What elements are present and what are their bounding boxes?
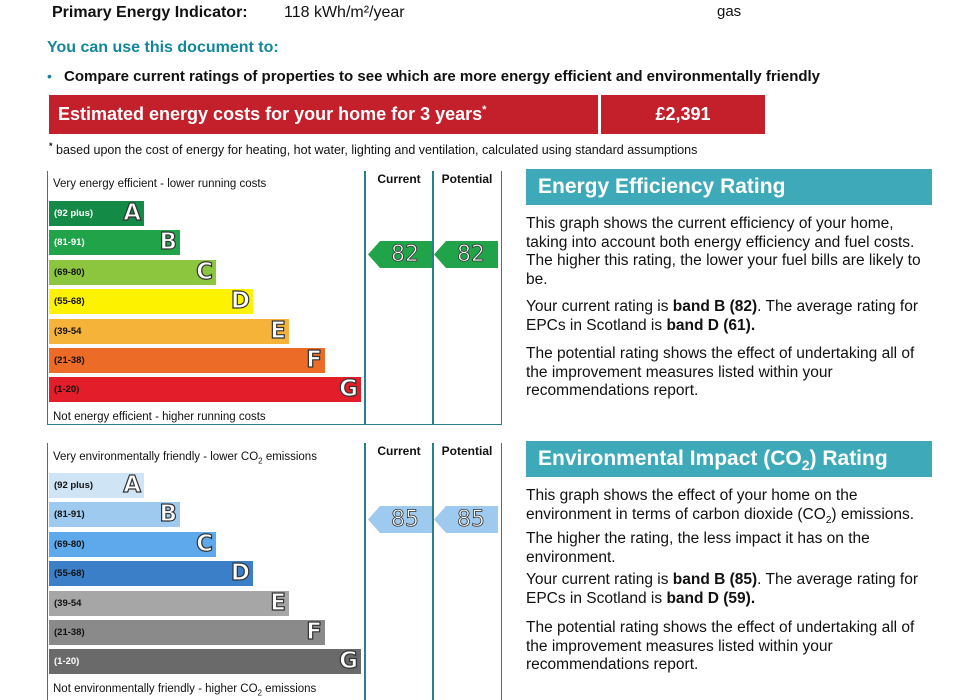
energy-chart-frame <box>47 171 502 425</box>
energy-rating-paragraph-3: The potential rating shows the effect of… <box>526 345 915 399</box>
env-band-d: (55-68) D <box>49 560 253 587</box>
energy-band-letter: C <box>196 258 214 285</box>
energy-band-letter: F <box>306 347 323 373</box>
energy-potential-value: 82 <box>457 242 486 268</box>
energy-rating-paragraph-2: Your current rating is band B (82). The … <box>526 298 919 334</box>
env-rating-paragraph-3: The potential rating shows the effect of… <box>526 619 915 673</box>
energy-band-letter: G <box>339 376 359 403</box>
env-band-letter: F <box>306 619 323 645</box>
energy-cost-label: Estimated energy costs for your home for… <box>58 104 487 124</box>
env-band-range: (1-20) <box>54 656 80 668</box>
fuel-type-fragment: gas <box>717 3 742 20</box>
energy-cost-value: £2,391 <box>655 104 711 124</box>
env-chart-divider-current <box>364 443 366 700</box>
energy-band-letter: E <box>270 317 287 344</box>
env-band-range: (69-80) <box>54 538 85 550</box>
env-top-caption: Very environmentally friendly - lower CO… <box>53 451 317 466</box>
energy-rating-paragraph-1: This graph shows the current efficiency … <box>526 215 921 288</box>
energy-rating-header-bar <box>526 169 932 205</box>
energy-band-e: (39-54 E <box>49 317 289 344</box>
cost-bar-divider <box>598 95 601 134</box>
energy-col-potential: Potential <box>441 172 493 186</box>
energy-band-letter: A <box>123 200 142 226</box>
primary-energy-indicator-label: Primary Energy Indicator: <box>52 4 248 21</box>
energy-band-c: (69-80) C <box>49 258 216 285</box>
energy-band-range: (69-80) <box>54 266 85 278</box>
cost-footnote: * based upon the cost of energy for heat… <box>49 141 698 158</box>
env-band-range: (21-38) <box>54 627 85 638</box>
env-potential-arrow: 85 <box>434 506 498 533</box>
energy-chart-divider-potential <box>432 171 434 425</box>
env-band-range: (55-68) <box>54 568 85 580</box>
energy-band-range: (92 plus) <box>54 208 94 219</box>
energy-band-range: (39-54 <box>54 325 82 337</box>
energy-band-a: (92 plus) A <box>49 200 144 226</box>
energy-band-d: (55-68) D <box>49 288 253 315</box>
energy-cost-bar <box>49 95 765 134</box>
energy-col-current: Current <box>377 172 421 186</box>
env-chart-divider-potential <box>432 443 434 700</box>
env-potential-value: 85 <box>457 507 486 533</box>
env-col-current: Current <box>377 444 421 458</box>
env-current-arrow: 85 <box>368 506 432 533</box>
env-band-letter: D <box>230 560 250 587</box>
env-rating-heading: Environmental Impact (CO2) Rating <box>538 447 888 474</box>
env-band-f: (21-38) F <box>49 619 325 645</box>
energy-band-letter: B <box>159 229 178 256</box>
env-band-c: (69-80) C <box>49 530 216 557</box>
env-band-letter: A <box>123 472 142 498</box>
env-band-b: (81-91) B <box>49 501 180 528</box>
energy-band-range: (21-38) <box>54 355 85 366</box>
usage-bullet-text: Compare current ratings of properties to… <box>64 68 821 85</box>
env-band-e: (39-54 E <box>49 589 289 616</box>
env-band-g: (1-20) G <box>49 648 361 675</box>
energy-band-b: (81-91) B <box>49 229 180 256</box>
energy-chart-divider-current <box>364 171 366 425</box>
energy-bottom-caption: Not energy efficient - higher running co… <box>53 411 266 423</box>
env-rating-header-bar <box>526 441 932 477</box>
energy-band-f: (21-38) F <box>49 347 325 373</box>
env-rating-paragraph-2: Your current rating is band B (85). The … <box>526 571 919 607</box>
energy-band-letter: D <box>230 288 250 315</box>
env-band-letter: E <box>270 589 287 616</box>
env-chart-frame <box>47 443 502 700</box>
env-rating-paragraph-1: This graph shows the effect of your home… <box>526 487 915 566</box>
primary-energy-indicator-value: 118 kWh/m²/year <box>284 4 405 21</box>
energy-current-arrow: 82 <box>368 241 432 268</box>
env-bottom-caption: Not environmentally friendly - higher CO… <box>53 683 317 698</box>
env-band-a: (92 plus) A <box>49 472 144 498</box>
energy-band-g: (1-20) G <box>49 376 361 403</box>
env-band-range: (81-91) <box>54 509 85 521</box>
env-band-letter: C <box>196 530 214 557</box>
env-col-potential: Potential <box>441 444 493 458</box>
env-band-letter: B <box>159 501 178 528</box>
energy-band-range: (1-20) <box>54 384 80 396</box>
env-band-range: (92 plus) <box>54 480 94 491</box>
env-band-range: (39-54 <box>54 597 82 609</box>
bullet-icon: • <box>47 68 52 84</box>
env-band-letter: G <box>339 648 359 675</box>
energy-band-range: (55-68) <box>54 296 85 308</box>
energy-band-range: (81-91) <box>54 237 85 249</box>
usage-heading: You can use this document to: <box>47 39 279 56</box>
energy-rating-heading: Energy Efficiency Rating <box>538 175 786 198</box>
energy-potential-arrow: 82 <box>434 241 498 268</box>
env-current-value: 85 <box>391 507 420 533</box>
energy-current-value: 82 <box>391 242 420 268</box>
energy-top-caption: Very energy efficient - lower running co… <box>53 178 267 190</box>
